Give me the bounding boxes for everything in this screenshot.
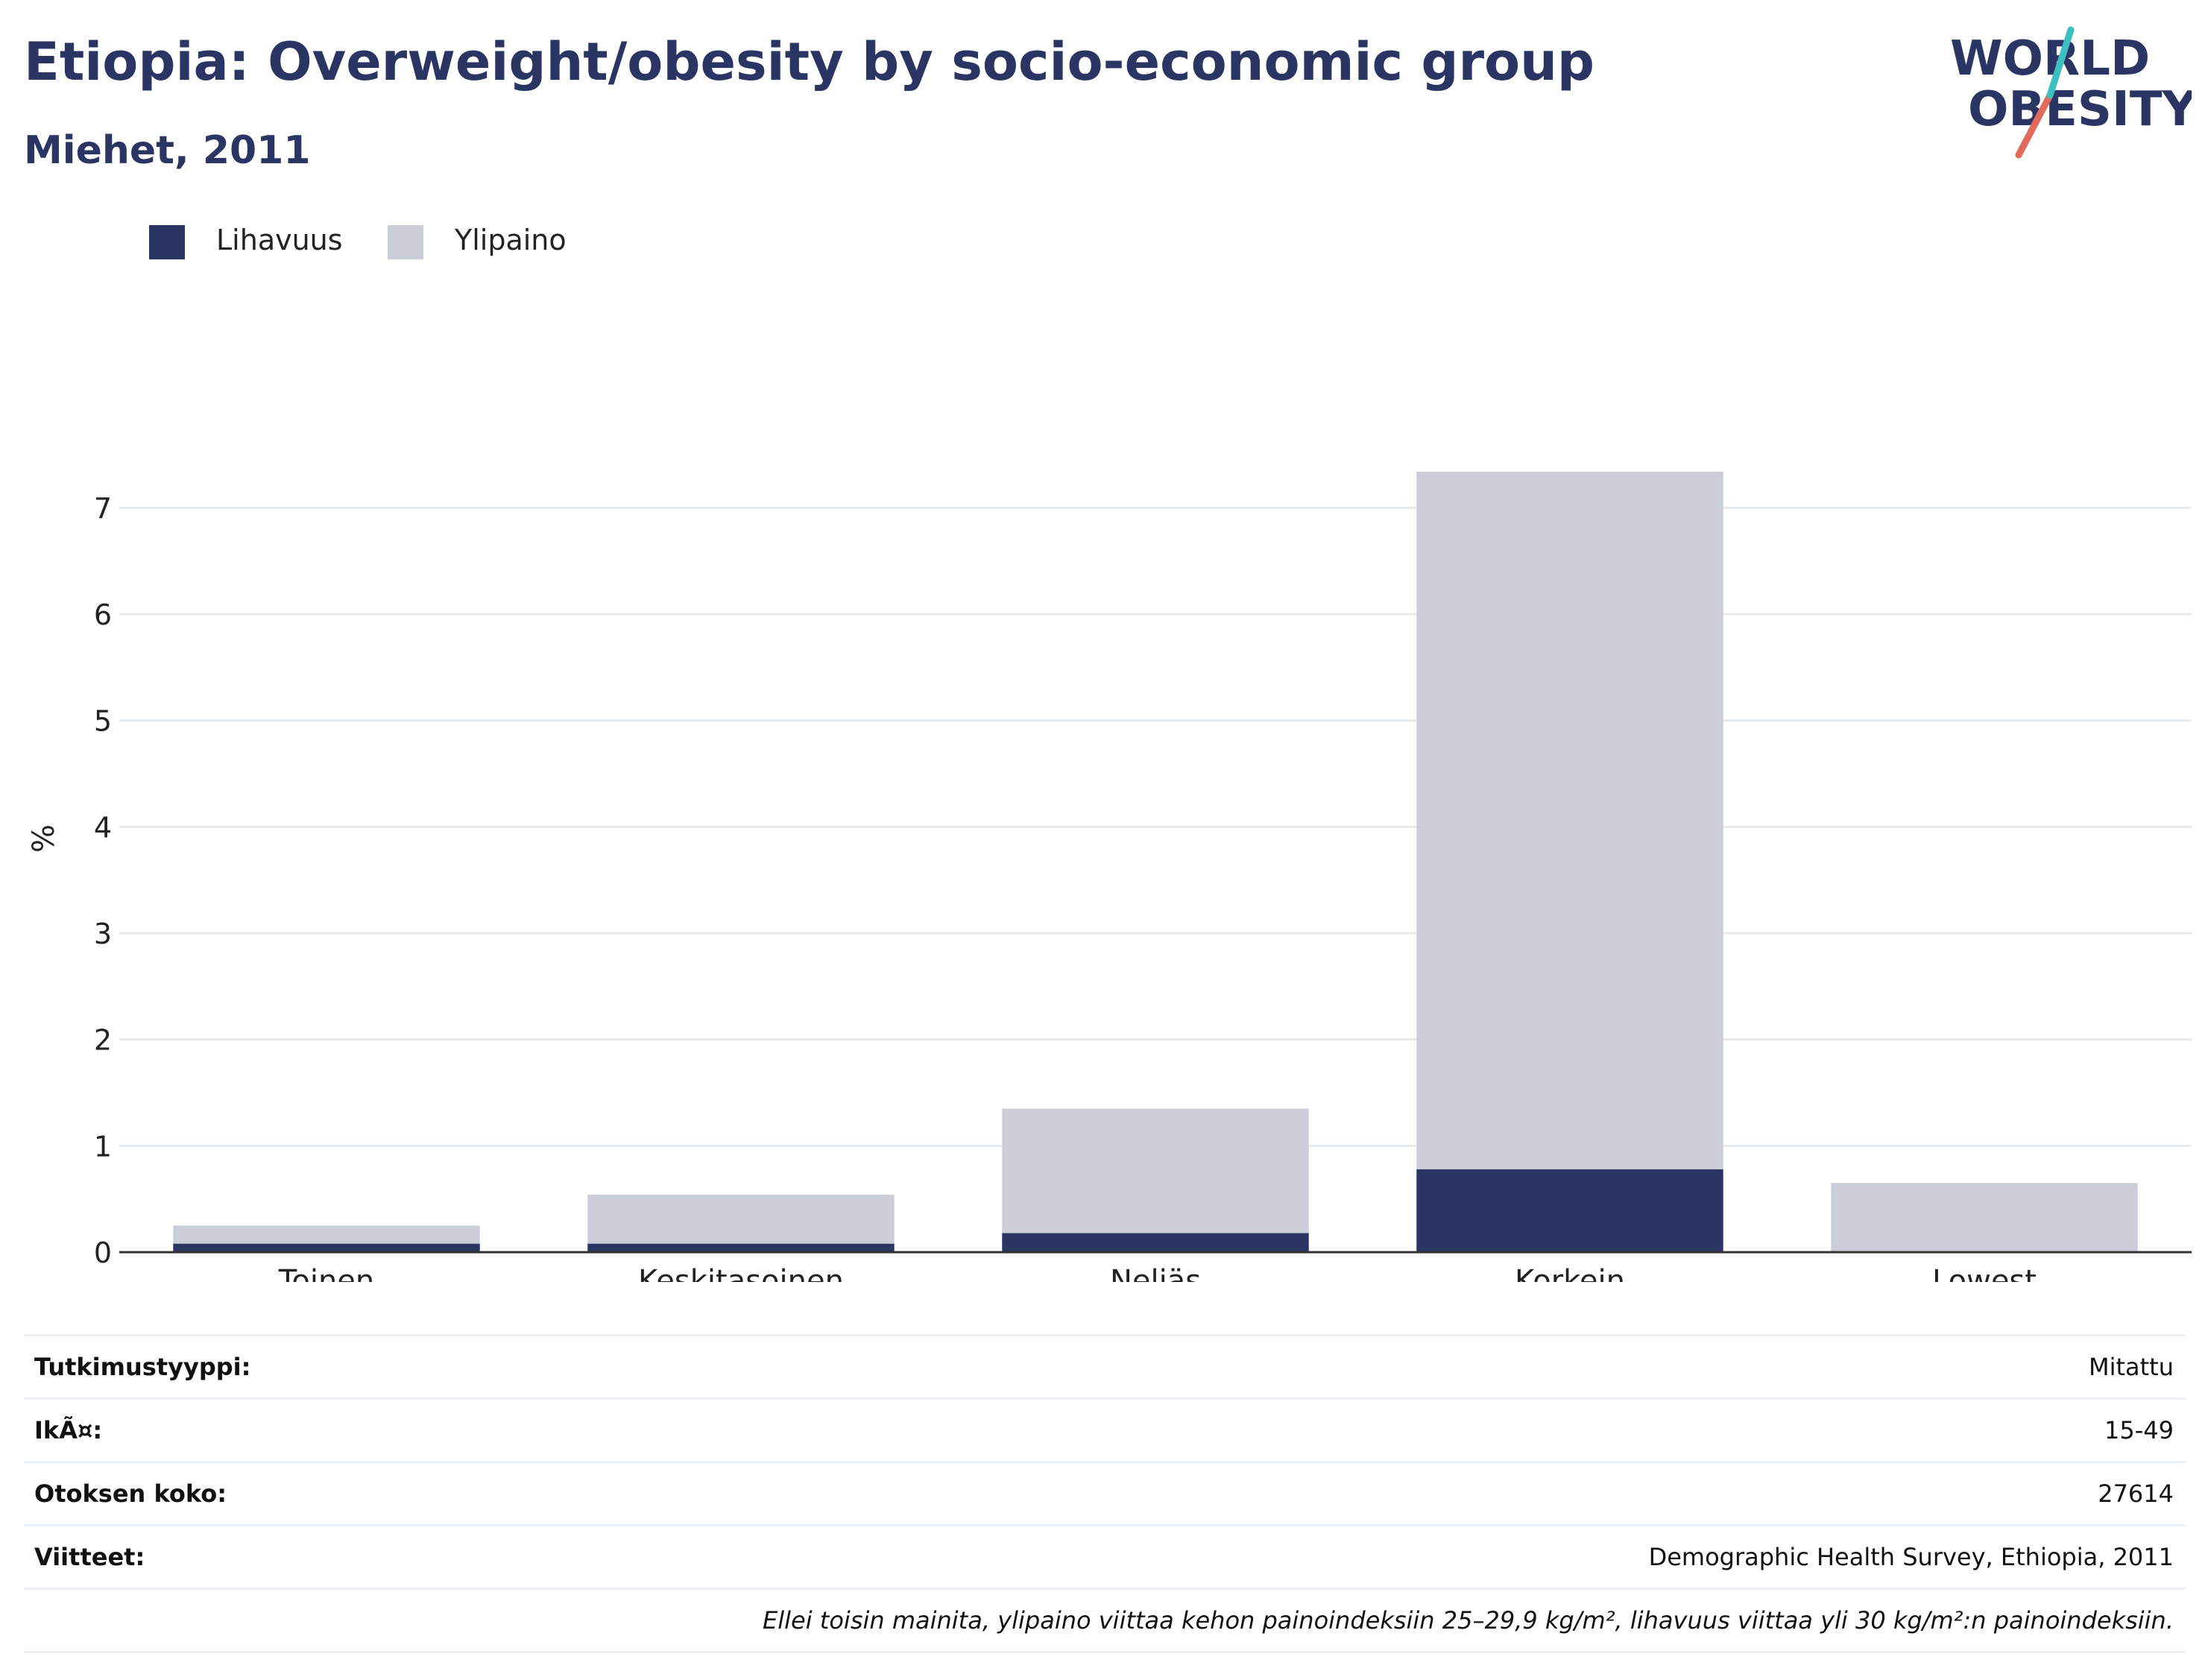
meta-row-note: Ellei toisin mainita, ylipaino viittaa k… [24,1588,2186,1653]
bar-lihavuus [587,1243,895,1252]
y-tick-label: 2 [94,1024,112,1057]
meta-value: Demographic Health Survey, Ethiopia, 201… [1648,1543,2174,1571]
x-tick-label: Lowest [1932,1264,2037,1282]
bar-lihavuus [173,1243,480,1252]
logo-slash-teal-icon [2046,26,2075,99]
legend-swatch-ylipaino [388,225,423,259]
meta-key: Viitteet: [34,1543,145,1571]
bar-ylipaino [1416,471,1723,1169]
x-tick-label: Keskitasoinen [638,1264,844,1282]
y-tick-label: 4 [94,811,112,844]
x-tick-label: Toinen [278,1264,375,1282]
world-obesity-logo: WORLD OBESITY [1950,26,2192,159]
chart-title: Etiopia: Overweight/obesity by socio-eco… [24,31,1595,92]
y-tick-label: 7 [94,492,112,525]
meta-key: IkÃ¤: [34,1416,103,1444]
metadata-table: Tutkimustyyppi: Mitattu IkÃ¤: 15-49 Otok… [24,1334,2186,1653]
meta-key: Otoksen koko: [34,1480,227,1508]
x-tick-label: Korkein [1515,1264,1625,1282]
legend-swatch-lihavuus [149,225,185,259]
meta-row-sample-size: Otoksen koko: 27614 [24,1461,2186,1524]
meta-row-age: IkÃ¤: 15-49 [24,1398,2186,1461]
chart-subtitle: Miehet, 2011 [24,128,311,173]
bar-ylipaino [173,1225,480,1244]
bar-lihavuus [1002,1233,1309,1252]
y-tick-label: 5 [94,705,112,738]
legend-label-lihavuus: Lihavuus [216,224,343,256]
x-tick-label: Neljäs [1110,1264,1201,1282]
meta-row-study-type: Tutkimustyyppi: Mitattu [24,1334,2186,1398]
logo-text-obesity: OBESITY [1968,82,2192,137]
meta-value: Mitattu [2088,1353,2174,1381]
meta-value: 27614 [2098,1480,2174,1508]
y-axis-label: % [27,824,61,853]
stacked-bar-chart: 0 1 2 3 4 5 6 7% Toinen Keskitasoinen Neljäs Korkei… [27,471,2192,1282]
meta-value: 15-49 [2104,1416,2174,1444]
bar-ylipaino [1002,1108,1309,1234]
meta-footnote: Ellei toisin mainita, ylipaino viittaa k… [763,1606,2174,1635]
y-tick-label: 0 [94,1237,112,1269]
legend-label-ylipaino: Ylipaino [455,224,567,256]
y-tick-label: 6 [94,599,112,631]
meta-row-references: Viitteet: Demographic Health Survey, Eth… [24,1524,2186,1588]
bar-lihavuus [1416,1169,1723,1252]
y-tick-label: 3 [94,918,112,950]
bar-ylipaino [587,1194,895,1244]
logo-slash-coral-icon [2015,92,2054,159]
bar-ylipaino [1831,1183,2138,1252]
meta-key: Tutkimustyyppi: [34,1353,251,1381]
logo-text-world: WORLD [1950,31,2150,86]
y-tick-label: 1 [94,1130,112,1163]
